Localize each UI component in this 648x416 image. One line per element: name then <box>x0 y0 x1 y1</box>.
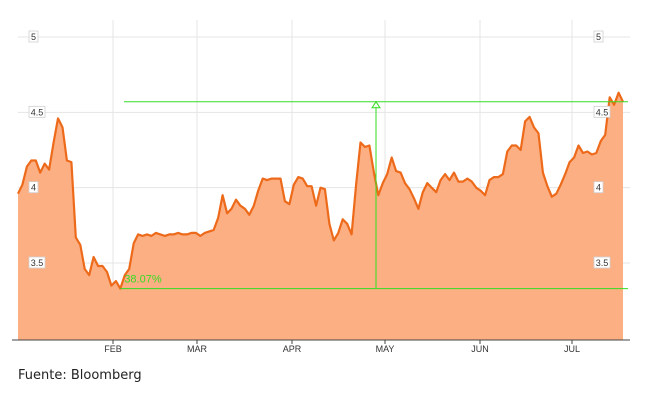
y-tick-label-left-0: 3.5 <box>31 258 44 268</box>
annotation-label: 38.07% <box>124 274 162 286</box>
x-tick-label-3: MAY <box>376 344 395 354</box>
y-tick-label-right-2: 4.5 <box>596 107 609 117</box>
y-tick-left-3: 5 <box>28 30 39 43</box>
source-note: Fuente: Bloomberg <box>18 368 142 383</box>
x-tick-label-0: FEB <box>104 344 122 354</box>
y-tick-box-right-3 <box>593 30 604 43</box>
y-tick-right-1: 4 <box>593 181 604 194</box>
y-axis-right: 3.5 4 4.5 5 <box>593 30 611 269</box>
y-tick-label-right-1: 4 <box>596 183 601 193</box>
price-line <box>17 91 624 290</box>
x-tick-label-5: JUL <box>564 344 580 354</box>
y-tick-box-left-2 <box>28 105 46 118</box>
y-tick-left-1: 4 <box>28 181 39 194</box>
y-tick-label-right-0: 3.5 <box>596 258 609 268</box>
y-tick-right-0: 3.5 <box>593 256 611 269</box>
y-tick-right-3: 5 <box>593 30 604 43</box>
y-axis-left: 3.5 4 4.5 5 <box>28 30 46 269</box>
y-tick-box-right-2 <box>593 105 611 118</box>
annotation-arrow-icon <box>371 100 381 109</box>
x-tick-label-4: JUN <box>471 344 489 354</box>
y-tick-left-0: 3.5 <box>28 256 46 269</box>
y-tick-box-left-1 <box>28 181 39 194</box>
x-tick-label-2: APR <box>283 344 302 354</box>
y-tick-box-right-0 <box>593 256 611 269</box>
y-tick-label-left-3: 5 <box>31 32 36 42</box>
y-tick-left-2: 4.5 <box>28 105 46 118</box>
y-tick-right-2: 4.5 <box>593 105 611 118</box>
price-area <box>18 92 623 340</box>
x-tick-label-1: MAR <box>187 344 208 354</box>
y-tick-label-left-1: 4 <box>31 183 36 193</box>
y-tick-label-left-2: 4.5 <box>31 107 44 117</box>
y-tick-box-right-1 <box>593 181 604 194</box>
y-tick-box-left-3 <box>28 30 39 43</box>
y-tick-box-left-0 <box>28 256 46 269</box>
range-annotation: 38.07% <box>120 100 628 290</box>
y-tick-label-right-3: 5 <box>596 32 601 42</box>
x-axis: FEB MAR APR MAY JUN JUL <box>12 339 630 354</box>
